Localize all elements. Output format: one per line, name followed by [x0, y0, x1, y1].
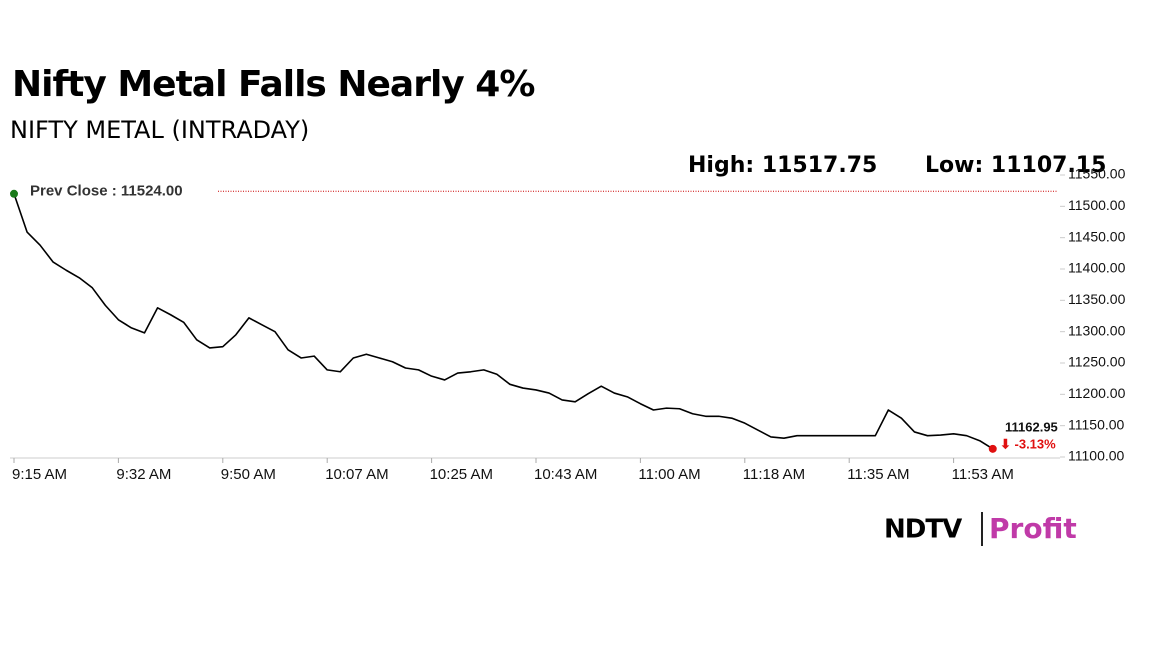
x-tick-label: 11:35 AM — [847, 466, 909, 483]
x-tick-label: 9:32 AM — [116, 466, 171, 483]
y-tick-label: 11350.00 — [1068, 291, 1126, 307]
x-tick-label: 10:25 AM — [430, 466, 493, 483]
brand-ndtv: NDTV — [884, 515, 962, 545]
last-value-label: 11162.95 — [1005, 419, 1058, 434]
chart-title: Nifty Metal Falls Nearly 4% — [12, 64, 534, 105]
price-line — [13, 193, 994, 450]
y-tick-label: 11200.00 — [1068, 385, 1126, 401]
brand-profit: Profit — [989, 512, 1077, 545]
y-tick-label: 11150.00 — [1068, 416, 1125, 432]
x-tick-label: 11:53 AM — [952, 466, 1014, 483]
high-label: High: 11517.75 — [688, 153, 877, 178]
y-tick-label: 11300.00 — [1068, 322, 1126, 338]
y-tick-label: 11450.00 — [1068, 228, 1126, 244]
x-tick-label: 10:07 AM — [325, 466, 388, 483]
change-label: ⬇ -3.13% — [1000, 436, 1056, 451]
y-tick-label: 11550.00 — [1068, 166, 1126, 182]
x-tick-label: 11:18 AM — [743, 466, 805, 483]
y-tick-label: 11100.00 — [1068, 448, 1125, 464]
chart-subtitle: NIFTY METAL (INTRADAY) — [10, 116, 309, 144]
y-tick-label: 11250.00 — [1068, 354, 1126, 370]
x-tick-label: 9:50 AM — [221, 466, 276, 483]
x-tick-label: 11:00 AM — [638, 466, 700, 483]
x-tick-label: 9:15 AM — [12, 466, 67, 483]
y-tick-label: 11400.00 — [1068, 260, 1126, 276]
x-tick-label: 10:43 AM — [534, 466, 597, 483]
prev-close-label: Prev Close : 11524.00 — [30, 182, 183, 199]
low-label: Low: 11107.15 — [925, 153, 1106, 178]
end-marker — [988, 444, 997, 453]
start-marker — [10, 189, 18, 198]
y-tick-label: 11500.00 — [1068, 197, 1126, 213]
